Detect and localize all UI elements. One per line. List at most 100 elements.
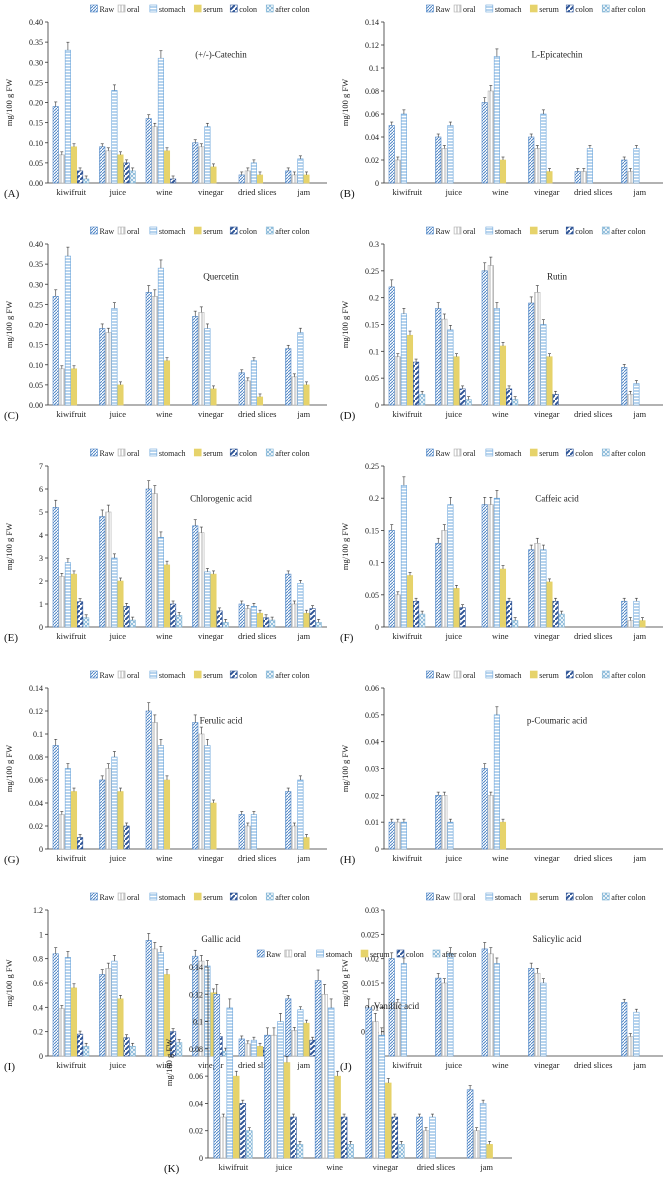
legend-label: Raw (99, 671, 114, 680)
chart-title: Rutin (547, 271, 568, 281)
bar-Raw-vinegar (192, 722, 199, 850)
y-axis-label: mg/100 g FW (4, 959, 14, 1006)
legend-swatch-2 (149, 892, 158, 901)
bar-serum-wine (163, 150, 171, 184)
legend-swatch-1 (453, 448, 462, 457)
bar-stomach-jam (297, 332, 304, 406)
x-tick-label: dried slices (574, 1060, 612, 1070)
legend-swatch-4 (229, 448, 238, 457)
legend-label: stomach (495, 227, 522, 236)
bar-oral-vinegar (198, 146, 205, 184)
bar-Raw-dried-slices (238, 1038, 245, 1057)
bar-oral-wine (487, 90, 494, 184)
legend-swatch-0 (426, 670, 434, 679)
bar-stomach-kiwifruit (64, 49, 71, 184)
legend-swatch-0 (90, 892, 98, 901)
bar-Raw-vinegar (528, 549, 535, 628)
x-tick-label: vinegar (534, 187, 560, 197)
legend-label: Raw (435, 893, 450, 902)
bar-stomach-dried-slices (586, 148, 593, 184)
y-tick-label: 0.6 (33, 979, 43, 988)
bar-serum-kiwifruit (233, 1075, 240, 1159)
bar-oral-dried-slices (244, 608, 251, 628)
x-tick-label: dried slices (417, 1162, 455, 1172)
bar-serum-juice (117, 998, 124, 1057)
y-tick-label: 0.12 (189, 990, 203, 999)
bar-Raw-jam (285, 348, 292, 406)
x-tick-label: kiwifruit (392, 187, 422, 197)
x-tick-label: juice (108, 631, 126, 641)
bar-after-colon-juice (129, 619, 136, 628)
bar-oral-dried-slices (244, 380, 251, 406)
legend: Raw oral stomach serum colon after colon (426, 226, 646, 236)
bar-oral-wine (487, 795, 494, 850)
x-tick-label: jam (296, 409, 310, 419)
bar-colon-juice (290, 1116, 297, 1159)
bar-serum-wine (163, 564, 171, 628)
panel-label: (A) (4, 188, 20, 200)
y-tick-label: 0.04 (29, 799, 43, 808)
y-tick-label: 0.1 (193, 1018, 203, 1027)
bar-oral-dried-slices (580, 171, 587, 184)
bar-after-colon-juice (296, 1144, 304, 1159)
y-tick-label: 0 (375, 179, 379, 188)
bar-serum-juice (117, 384, 124, 406)
bar-serum-jam (303, 837, 310, 850)
bar-serum-kiwifruit (406, 334, 414, 406)
bar-colon-kiwifruit (77, 170, 84, 184)
bar-Raw-juice (435, 136, 442, 184)
x-tick-label: kiwifruit (56, 853, 86, 863)
legend-swatch-1 (453, 226, 462, 235)
legend: Raw oral stomach serum colon after colon (426, 448, 646, 458)
bar-Raw-wine (145, 291, 152, 406)
legend-label: after colon (611, 5, 645, 14)
bar-serum-kiwifruit (70, 987, 78, 1057)
legend-swatch-1 (117, 448, 126, 457)
legend-label: serum (203, 449, 223, 458)
x-tick-label: juice (444, 187, 462, 197)
bar-Raw-juice (435, 977, 442, 1057)
bar-stomach-jam (297, 582, 304, 628)
x-tick-label: jam (296, 1060, 310, 1070)
y-tick-label: 0.2 (369, 294, 379, 303)
bar-stomach-jam (297, 779, 304, 850)
legend-swatch-0 (90, 670, 98, 679)
bar-Raw-vinegar (528, 968, 535, 1057)
y-axis-label: mg/100 g FW (164, 1039, 174, 1086)
legend-label: oral (127, 5, 140, 14)
legend-label: after colon (611, 893, 645, 902)
x-tick-label: juice (108, 1060, 126, 1070)
x-tick-label: jam (632, 1060, 646, 1070)
bar-Raw-wine (145, 710, 152, 850)
legend-label: Raw (435, 5, 450, 14)
y-axis-label: mg/100 g FW (4, 301, 14, 348)
legend-swatch-2 (485, 670, 494, 679)
x-tick-label: wine (492, 631, 509, 641)
bar-Raw-juice (264, 1034, 271, 1159)
bar-oral-jam (627, 393, 634, 406)
bar-serum-vinegar (210, 166, 217, 184)
bar-after-colon-kiwifruit (246, 1130, 253, 1159)
bar-serum-wine (499, 159, 507, 184)
legend-label: stomach (495, 449, 522, 458)
bar-oral-wine (487, 953, 494, 1057)
bar-serum-wine (334, 1075, 341, 1159)
legend-swatch-4 (565, 892, 574, 901)
bar-oral-wine (151, 493, 158, 628)
bar-oral-kiwifruit (394, 356, 401, 406)
bar-after-colon-wine (176, 1042, 183, 1057)
y-tick-label: 0.15 (365, 526, 379, 535)
x-tick-label: jam (632, 409, 646, 419)
x-tick-label: wine (156, 187, 173, 197)
bar-serum-kiwifruit (70, 146, 78, 184)
bar-after-colon-jam (315, 622, 322, 628)
x-tick-label: wine (326, 1162, 343, 1172)
legend-label: colon (239, 449, 257, 458)
y-axis-label: mg/100 g FW (4, 523, 14, 570)
bar-serum-wine (499, 568, 507, 628)
bar-Raw-kiwifruit (388, 286, 395, 406)
legend-swatch-3 (193, 448, 202, 457)
bar-colon-juice (123, 1037, 130, 1057)
y-tick-label: 0.02 (189, 1127, 203, 1136)
y-tick-label: 5 (39, 508, 43, 517)
